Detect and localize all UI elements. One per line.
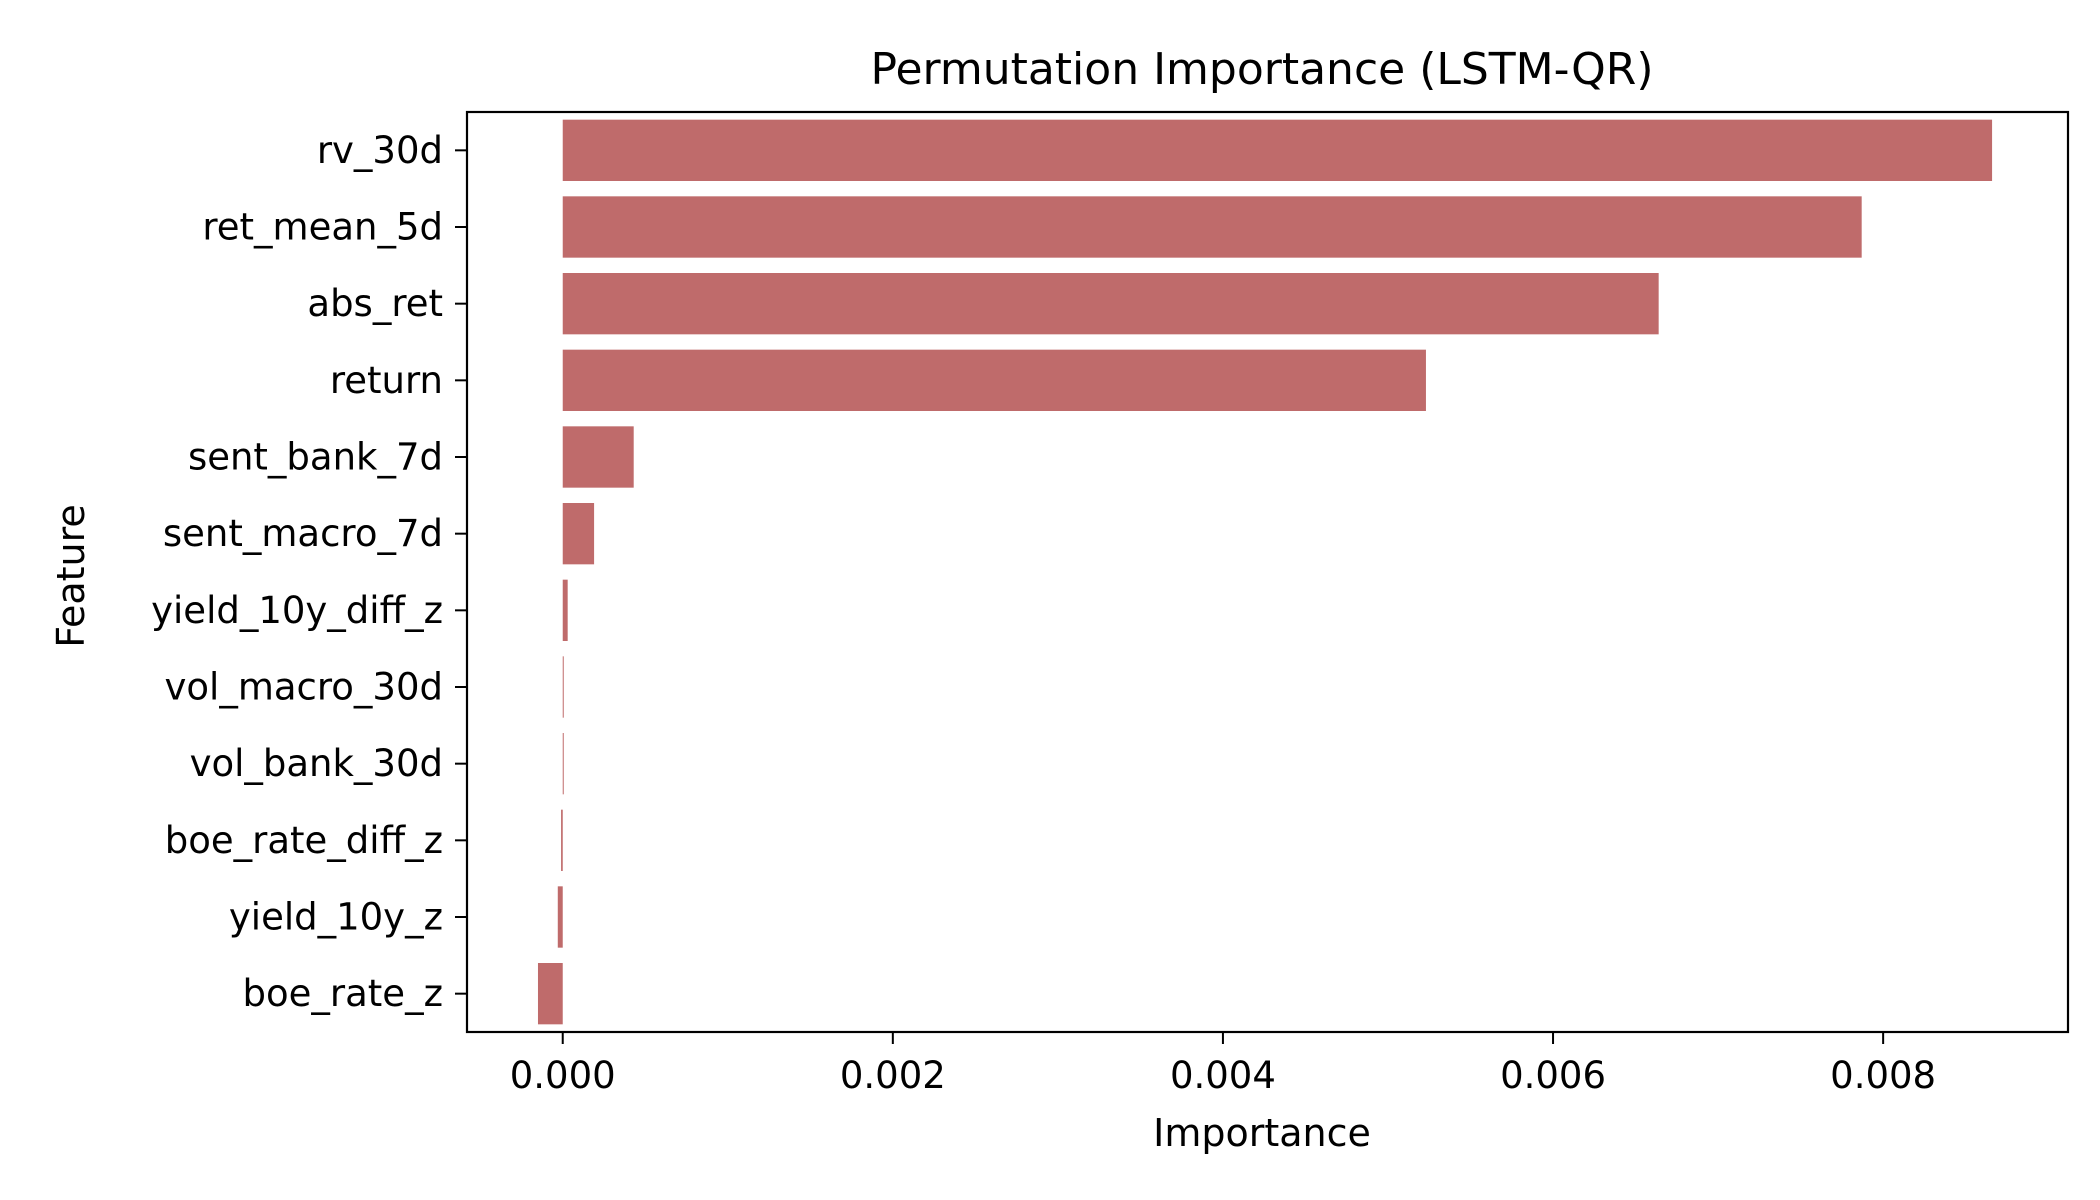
bar-sent-macro-7d <box>562 503 595 565</box>
y-tick-label: ret_mean_5d <box>202 206 443 249</box>
x-tick-label: 0.000 <box>510 1054 616 1097</box>
y-tick-label: boe_rate_diff_z <box>165 819 443 862</box>
x-tick-label: 0.002 <box>840 1054 946 1097</box>
x-tick-label: 0.004 <box>1170 1054 1276 1097</box>
y-tick-label: boe_rate_z <box>243 972 443 1015</box>
bar-return <box>562 349 1426 411</box>
x-tick-label: 0.006 <box>1500 1054 1606 1097</box>
y-tick-label: yield_10y_z <box>229 896 443 939</box>
y-axis-label: Feature <box>49 504 93 648</box>
bar-vol-bank-30d <box>562 733 564 795</box>
bars-group <box>537 119 1993 1025</box>
bar-sent-bank-7d <box>562 426 634 488</box>
y-tick-label: vol_macro_30d <box>165 666 443 709</box>
bar-rv-30d <box>562 119 1993 181</box>
x-ticks-group: 0.000 0.002 0.004 0.006 0.008 <box>510 1032 1936 1097</box>
y-tick-label: vol_bank_30d <box>190 742 443 785</box>
x-axis-label: Importance <box>1153 1111 1371 1155</box>
bar-yield-10y-diff-z <box>562 579 568 641</box>
y-tick-label: abs_ret <box>307 282 443 325</box>
bar-abs-ret <box>562 273 1659 335</box>
y-tick-label: sent_macro_7d <box>163 512 443 555</box>
chart-title: Permutation Importance (LSTM-QR) <box>870 44 1653 95</box>
bar-yield-10y-z <box>557 886 563 948</box>
bar-ret-mean-5d <box>562 196 1862 258</box>
y-tick-label: sent_bank_7d <box>188 436 443 479</box>
x-tick-label: 0.008 <box>1830 1054 1936 1097</box>
plot-frame <box>465 110 2070 1034</box>
bar-vol-macro-30d <box>562 656 564 718</box>
bar-boe-rate-diff-z <box>561 809 563 871</box>
y-tick-label: return <box>330 359 443 402</box>
y-tick-label: rv_30d <box>317 129 443 172</box>
bar-boe-rate-z <box>537 963 563 1025</box>
y-tick-label: yield_10y_diff_z <box>151 589 443 632</box>
